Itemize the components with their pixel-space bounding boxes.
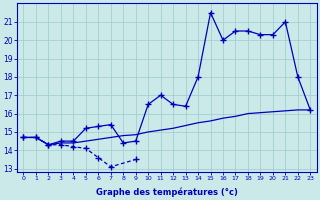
X-axis label: Graphe des températures (°c): Graphe des températures (°c): [96, 187, 238, 197]
